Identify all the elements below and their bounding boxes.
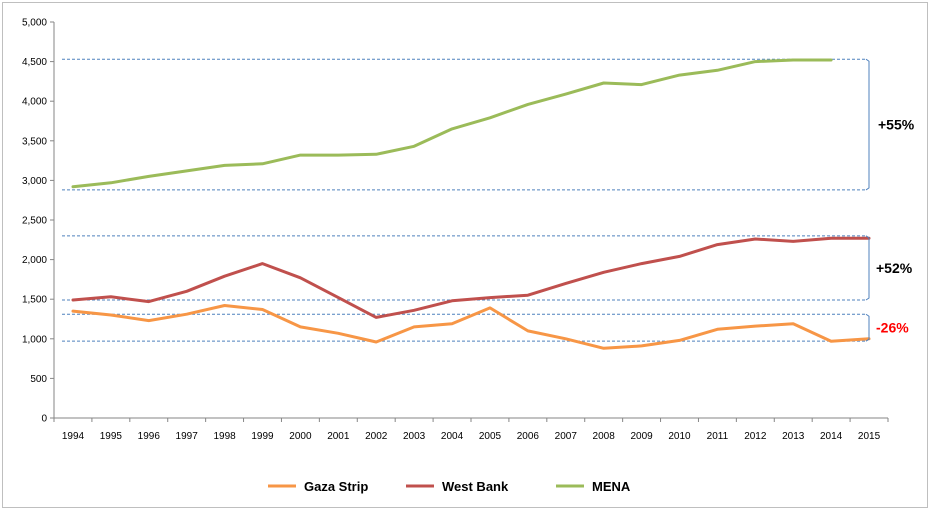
legend-label: MENA bbox=[592, 479, 631, 494]
y-tick-label: 2,500 bbox=[22, 216, 47, 227]
x-tick-label: 1996 bbox=[138, 431, 161, 442]
x-tick-label: 1998 bbox=[213, 431, 236, 442]
x-tick-label: 1999 bbox=[251, 431, 274, 442]
legend-label: Gaza Strip bbox=[304, 479, 368, 494]
annotations: +55% +52% -26% bbox=[865, 58, 915, 342]
y-tick-label: 2,000 bbox=[22, 255, 47, 266]
change-bracket bbox=[865, 235, 870, 301]
x-tick-label: 2015 bbox=[858, 431, 881, 442]
y-tick-label: 5,000 bbox=[22, 18, 47, 29]
y-tick-label: 3,500 bbox=[22, 136, 47, 147]
mena-line bbox=[71, 58, 833, 189]
axes: 0 500 1,000 1,500 2,000 2,500 3,000 3,500 4,000 4… bbox=[22, 18, 889, 442]
x-tick-label: 1994 bbox=[62, 431, 85, 442]
x-tick-label: 2004 bbox=[441, 431, 464, 442]
x-tick-label: 2001 bbox=[327, 431, 350, 442]
change-annotation-label: +55% bbox=[878, 117, 915, 133]
legend: Gaza Strip West Bank MENA bbox=[268, 479, 631, 494]
series-lines bbox=[71, 58, 871, 350]
x-tick-label: 2013 bbox=[782, 431, 805, 442]
x-tick-label: 2002 bbox=[365, 431, 388, 442]
x-tick-label: 2009 bbox=[630, 431, 653, 442]
y-tick-label: 0 bbox=[41, 414, 47, 425]
x-tick-label: 2011 bbox=[707, 431, 729, 442]
x-tick-label: 2007 bbox=[555, 431, 578, 442]
x-tick-label: 2010 bbox=[668, 431, 691, 442]
x-tick-label: 2006 bbox=[517, 431, 540, 442]
gaza-strip-line bbox=[71, 304, 871, 350]
y-tick-label: 3,000 bbox=[22, 176, 47, 187]
x-tick-label: 2003 bbox=[403, 431, 426, 442]
y-tick-label: 1,500 bbox=[22, 295, 47, 306]
change-bracket bbox=[865, 58, 870, 191]
x-tick-label: 2005 bbox=[479, 431, 502, 442]
x-tick-label: 1995 bbox=[100, 431, 123, 442]
y-tick-label: 4,500 bbox=[22, 57, 47, 68]
west-bank-line bbox=[71, 236, 871, 319]
change-bracket bbox=[865, 313, 870, 342]
change-annotation-label: +52% bbox=[876, 260, 913, 276]
x-tick-label: 1997 bbox=[176, 431, 199, 442]
x-tick-label: 2008 bbox=[593, 431, 616, 442]
y-tick-label: 500 bbox=[30, 374, 47, 385]
change-annotation-label: -26% bbox=[876, 320, 909, 336]
x-tick-label: 2000 bbox=[289, 431, 312, 442]
x-tick-label: 2012 bbox=[744, 431, 767, 442]
legend-label: West Bank bbox=[442, 479, 509, 494]
y-tick-label: 4,000 bbox=[22, 97, 47, 108]
x-tick-label: 2014 bbox=[820, 431, 843, 442]
y-tick-label: 1,000 bbox=[22, 334, 47, 345]
